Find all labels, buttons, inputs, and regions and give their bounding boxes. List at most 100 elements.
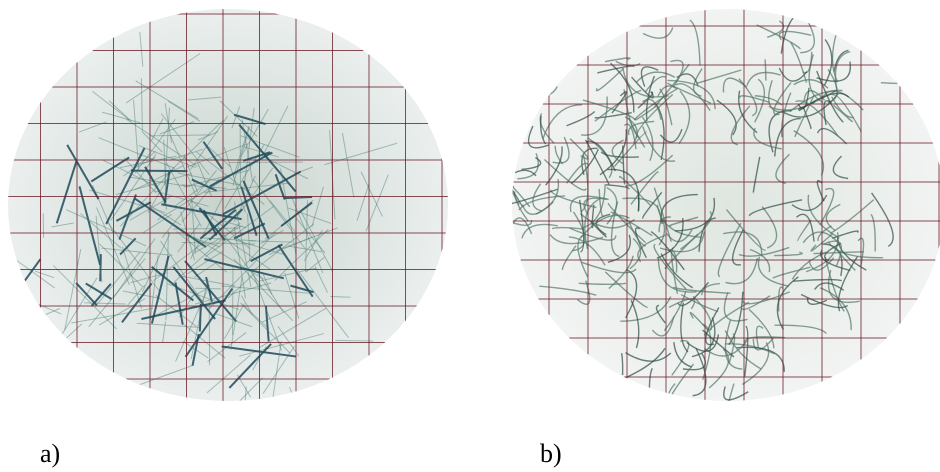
fiber	[224, 303, 245, 339]
fiber	[34, 270, 55, 279]
fiber	[755, 325, 764, 348]
fiber	[216, 225, 263, 287]
fiber	[689, 19, 701, 66]
fiber	[512, 188, 558, 206]
fiber	[752, 337, 775, 351]
fiber	[739, 95, 770, 104]
fiber	[791, 194, 828, 212]
fiber	[78, 186, 102, 266]
fiber	[821, 90, 864, 111]
fiber	[90, 283, 112, 307]
fiber	[682, 353, 707, 371]
fiber	[581, 147, 598, 176]
fiber	[184, 260, 238, 322]
fiber	[659, 128, 683, 143]
fiber	[653, 63, 690, 108]
fiber	[791, 251, 827, 280]
fiber	[827, 241, 884, 259]
fiber	[195, 151, 265, 205]
fiber	[181, 184, 227, 189]
fiber	[182, 233, 221, 248]
fiber	[53, 265, 117, 330]
fiber	[177, 172, 242, 186]
fiber	[521, 223, 558, 239]
fiber	[717, 222, 742, 278]
fiber	[197, 131, 219, 141]
fiber	[796, 213, 815, 242]
fiber	[668, 216, 699, 227]
fiber	[126, 118, 198, 167]
fiber	[280, 201, 313, 227]
fiber	[174, 282, 184, 325]
fiber	[119, 237, 137, 256]
fiber	[708, 348, 730, 389]
fiber	[121, 282, 153, 323]
fiber	[324, 142, 398, 166]
fiber	[51, 222, 74, 228]
fiber	[810, 232, 834, 252]
fiber	[183, 169, 249, 188]
fiber	[611, 139, 624, 165]
fiber	[295, 217, 326, 254]
fiber	[611, 91, 628, 114]
fiber	[761, 206, 778, 249]
fiber	[650, 230, 685, 271]
fiber	[284, 272, 300, 319]
fiber	[521, 81, 558, 96]
fiber	[274, 228, 329, 281]
fiber	[153, 237, 210, 282]
fiber	[177, 223, 200, 253]
fiber	[79, 213, 122, 249]
fiber	[724, 319, 743, 370]
fiber	[263, 105, 289, 155]
fiber	[175, 396, 195, 401]
fiber	[748, 199, 803, 217]
fiber	[825, 203, 841, 232]
fiber	[202, 209, 218, 236]
fiber	[276, 227, 338, 252]
fiber	[160, 240, 203, 302]
fiber	[183, 324, 226, 359]
fiber	[554, 145, 564, 165]
fiber	[92, 90, 130, 121]
fiber	[172, 266, 216, 320]
fiber	[528, 125, 550, 149]
fiber	[659, 231, 705, 253]
fiber	[162, 321, 166, 343]
fiber	[341, 132, 355, 198]
fiber	[461, 122, 487, 159]
fiber	[139, 31, 144, 67]
fiber	[512, 128, 518, 164]
fiber	[105, 147, 146, 225]
fiber	[535, 178, 560, 215]
fiber	[642, 192, 663, 219]
fiber	[746, 71, 781, 86]
fiber	[802, 106, 812, 129]
fiber	[287, 245, 322, 253]
fiber	[749, 248, 771, 273]
fiber	[731, 229, 744, 266]
fiber	[857, 237, 865, 267]
fiber	[240, 295, 253, 315]
fiber	[204, 143, 231, 168]
fiber	[150, 134, 211, 137]
fiber	[870, 192, 894, 247]
fiber	[532, 183, 543, 212]
fiber	[314, 266, 328, 293]
fiber	[436, 117, 477, 153]
fiber	[542, 103, 583, 139]
fiber	[233, 226, 246, 299]
fiber	[134, 197, 207, 248]
fiber	[99, 254, 102, 282]
fiber	[816, 70, 844, 123]
fiber	[566, 111, 596, 127]
fiber	[98, 298, 146, 326]
fiber	[512, 212, 533, 226]
fiber	[180, 211, 196, 261]
fiber	[773, 82, 792, 116]
fiber	[194, 282, 272, 305]
fiber	[164, 119, 225, 177]
fiber	[625, 352, 672, 362]
fiber	[642, 27, 674, 39]
fiber	[148, 204, 182, 226]
